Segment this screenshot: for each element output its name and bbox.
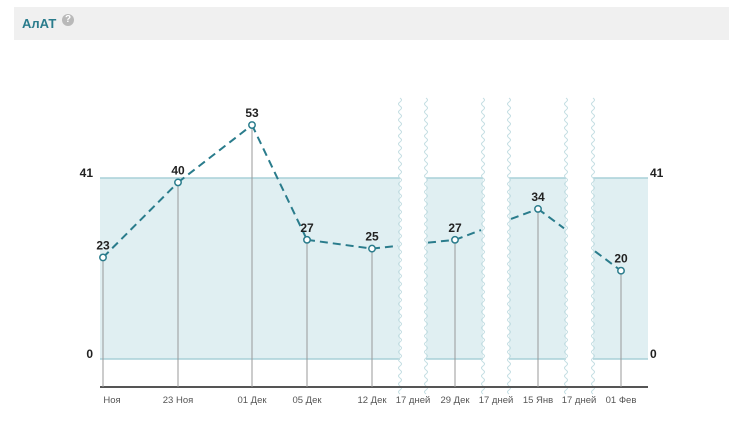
data-point	[248, 121, 256, 129]
data-point	[303, 235, 311, 244]
help-icon[interactable]: ?	[62, 14, 74, 26]
series-line-segment	[510, 207, 539, 220]
data-point	[451, 235, 459, 244]
x-tick-label: Ноя	[103, 395, 120, 406]
data-point	[99, 253, 107, 262]
data-label: 23	[96, 238, 110, 252]
chart-title: АлАТ	[22, 16, 57, 31]
x-tick-label: 12 Дек	[357, 395, 387, 406]
x-tick-label: 01 Фев	[606, 395, 637, 406]
data-label: 34	[531, 190, 545, 204]
x-tick-label: 23 Ноя	[163, 395, 194, 406]
series-line-segment	[594, 250, 622, 272]
x-tick-label: 17 дней	[396, 395, 431, 406]
axis-break-mark	[507, 97, 511, 395]
series-line-segment	[371, 244, 399, 250]
reference-low-label-right: 0	[650, 347, 657, 361]
reference-high-label-left: 41	[80, 166, 94, 180]
axis-break-mark	[481, 97, 485, 395]
reference-low-label-left: 0	[86, 347, 93, 361]
chart-header: АлАТ ?	[14, 7, 729, 40]
reference-high-label-right: 41	[650, 166, 664, 180]
reference-band	[100, 178, 400, 359]
series-line-segment	[251, 124, 308, 241]
data-label: 53	[245, 106, 259, 120]
axis-break-mark	[564, 97, 568, 395]
data-point	[368, 244, 376, 253]
axis-break-mark	[398, 97, 402, 395]
data-point	[534, 204, 542, 213]
x-tick-label: 29 Дек	[440, 395, 470, 406]
x-tick-label: 15 Янв	[523, 395, 553, 406]
series-line-segment	[537, 208, 565, 230]
series-line-segment	[306, 238, 373, 250]
data-point	[174, 178, 182, 187]
axis-break-mark	[424, 97, 428, 395]
data-label: 25	[365, 230, 379, 244]
data-point	[617, 266, 625, 275]
data-label: 27	[448, 221, 462, 235]
x-tick-label: 05 Дек	[292, 395, 322, 406]
series-line-segment	[454, 229, 482, 241]
data-label: 40	[171, 163, 185, 177]
axis-break-mark	[591, 97, 595, 395]
series-line-segment	[177, 124, 253, 184]
series-line-segment	[427, 238, 456, 244]
series-line-segment	[102, 181, 179, 259]
x-tick-label: 17 дней	[562, 395, 597, 406]
data-label: 27	[300, 221, 314, 235]
x-tick-label: 17 дней	[479, 395, 514, 406]
data-label: 20	[614, 252, 628, 266]
x-tick-label: 01 Дек	[237, 395, 267, 406]
